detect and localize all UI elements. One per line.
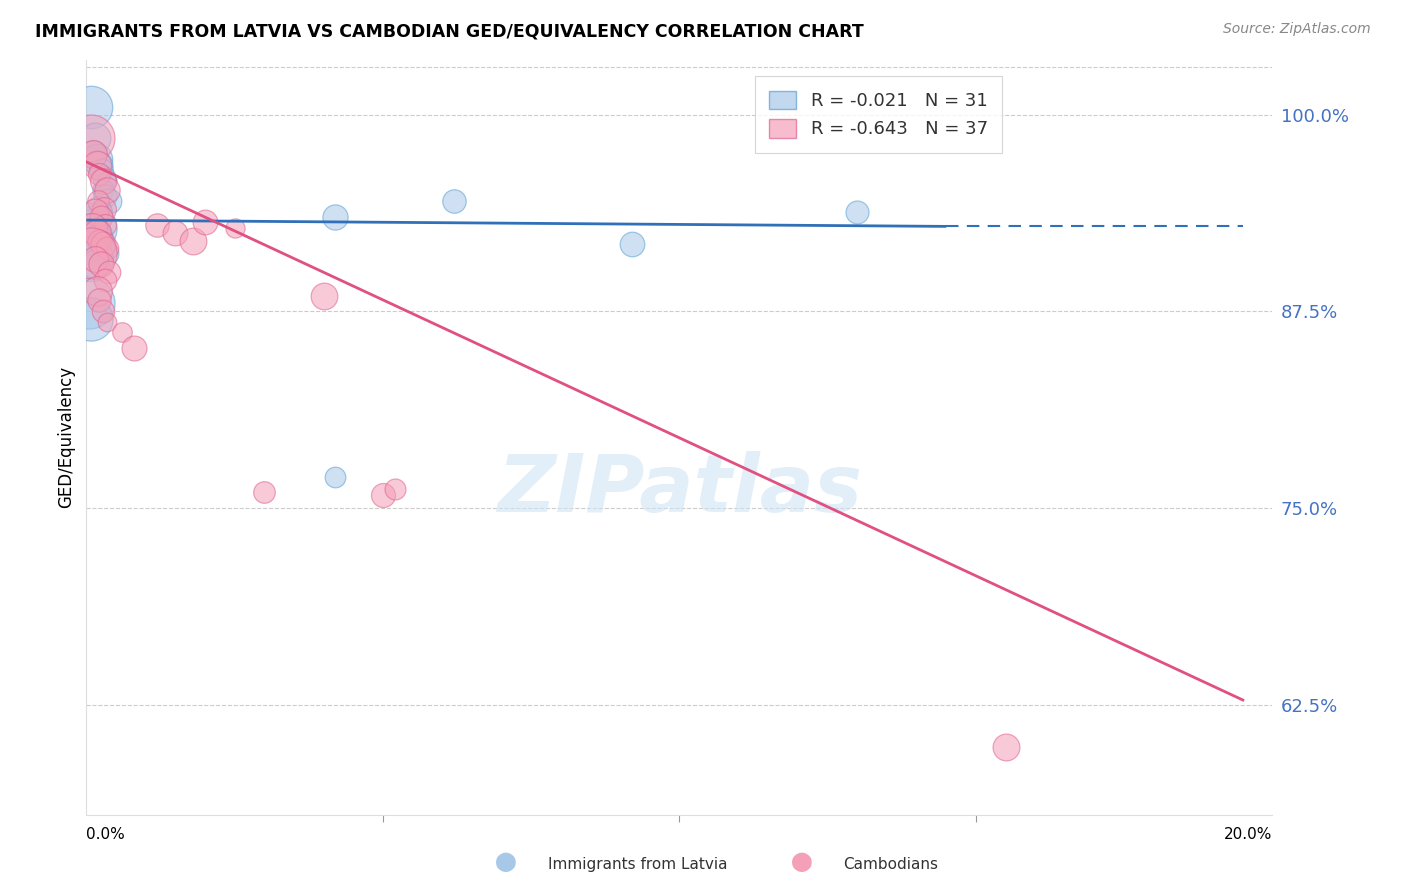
Text: ZIPatlas: ZIPatlas	[496, 451, 862, 529]
Point	[96, 241, 118, 255]
Point	[89, 293, 111, 308]
Point	[325, 469, 347, 483]
Text: ⬤: ⬤	[495, 853, 517, 872]
Point	[146, 218, 169, 232]
Point	[87, 194, 110, 209]
Point	[87, 202, 110, 216]
Point	[91, 183, 114, 197]
Text: 0.0%: 0.0%	[86, 828, 125, 842]
Point	[91, 174, 114, 188]
Point	[89, 236, 111, 251]
Point	[91, 304, 114, 318]
Point	[111, 325, 134, 339]
Point	[86, 158, 108, 172]
Point	[90, 162, 112, 177]
Point	[82, 226, 104, 240]
Point	[371, 488, 394, 502]
Point	[86, 152, 108, 166]
Point	[97, 265, 120, 279]
Point	[91, 236, 114, 251]
Point	[94, 246, 117, 260]
Point	[80, 246, 103, 260]
Point	[620, 236, 643, 251]
Point	[82, 147, 104, 161]
Point	[94, 273, 117, 287]
Legend: R = -0.021   N = 31, R = -0.643   N = 37: R = -0.021 N = 31, R = -0.643 N = 37	[755, 76, 1002, 153]
Point	[86, 234, 108, 248]
Y-axis label: GED/Equivalency: GED/Equivalency	[58, 367, 75, 508]
Point	[94, 218, 117, 232]
Point	[325, 210, 347, 224]
Point	[86, 226, 108, 240]
Point	[80, 252, 103, 267]
Point	[84, 257, 107, 271]
Point	[224, 221, 246, 235]
Text: IMMIGRANTS FROM LATVIA VS CAMBODIAN GED/EQUIVALENCY CORRELATION CHART: IMMIGRANTS FROM LATVIA VS CAMBODIAN GED/…	[35, 22, 863, 40]
Point	[80, 221, 103, 235]
Point	[89, 168, 111, 182]
Point	[84, 210, 107, 224]
Point	[94, 189, 117, 203]
Point	[89, 234, 111, 248]
Point	[253, 485, 276, 500]
Text: ⬤: ⬤	[790, 853, 813, 872]
Point	[165, 226, 187, 240]
Point	[91, 241, 114, 255]
Text: Immigrants from Latvia: Immigrants from Latvia	[548, 857, 728, 872]
Point	[90, 257, 112, 271]
Point	[122, 341, 145, 355]
Point	[80, 100, 103, 114]
Point	[443, 194, 465, 209]
Text: Cambodians: Cambodians	[844, 857, 939, 872]
Point	[82, 215, 104, 229]
Point	[82, 221, 104, 235]
Point	[82, 147, 104, 161]
Point	[96, 174, 118, 188]
Point	[194, 215, 217, 229]
Point	[384, 482, 406, 496]
Point	[96, 183, 118, 197]
Point	[80, 131, 103, 145]
Point	[994, 740, 1017, 755]
Text: 20.0%: 20.0%	[1225, 828, 1272, 842]
Text: Source: ZipAtlas.com: Source: ZipAtlas.com	[1223, 22, 1371, 37]
Point	[80, 312, 103, 326]
Point	[97, 194, 120, 209]
Point	[93, 170, 115, 185]
Point	[181, 234, 204, 248]
Point	[90, 210, 112, 224]
Point	[846, 205, 869, 219]
Point	[84, 131, 107, 145]
Point	[89, 158, 111, 172]
Point	[77, 296, 100, 310]
Point	[96, 315, 118, 329]
Point	[90, 205, 112, 219]
Point	[86, 284, 108, 298]
Point	[84, 205, 107, 219]
Point	[93, 202, 115, 216]
Point	[84, 252, 107, 267]
Point	[312, 288, 335, 302]
Point	[77, 230, 100, 244]
